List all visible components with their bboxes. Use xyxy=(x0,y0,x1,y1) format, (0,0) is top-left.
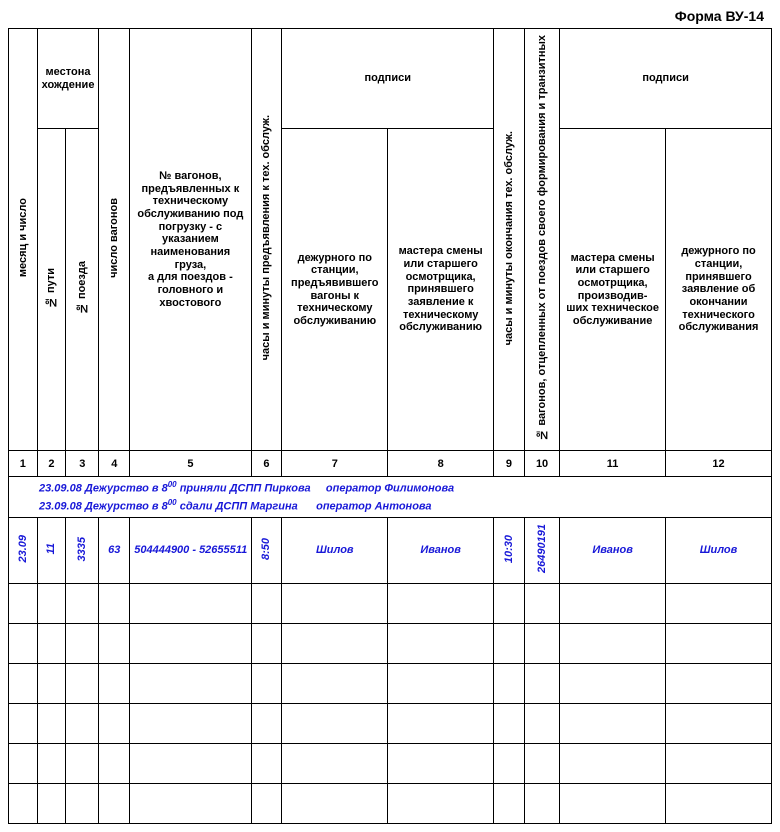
colnum: 5 xyxy=(130,451,251,477)
colnum: 2 xyxy=(37,451,66,477)
cell-c2: 11 xyxy=(37,518,66,584)
col4-header: число вагонов xyxy=(99,29,130,451)
form-table: месяц и число местона хождение число ваг… xyxy=(8,28,772,824)
cell-c11: Иванов xyxy=(560,518,666,584)
col3-header: № поезда xyxy=(66,129,99,451)
col5-header: № вагонов, предъявленных к техническому … xyxy=(130,29,251,451)
colnum: 4 xyxy=(99,451,130,477)
cell-c8: Иванов xyxy=(388,518,494,584)
form-title: Форма ВУ-14 xyxy=(8,8,772,24)
group-location-header: местона хождение xyxy=(37,29,99,129)
cell-c5: 504444900 - 52655511 xyxy=(130,518,251,584)
colnum: 1 xyxy=(9,451,38,477)
cell-c3: 3335 xyxy=(66,518,99,584)
colnum: 3 xyxy=(66,451,99,477)
cell-c10: 26490191 xyxy=(524,518,559,584)
col11-header: мастера смены или старшего осмотрщика, п… xyxy=(560,129,666,451)
colnum: 11 xyxy=(560,451,666,477)
col1-header: месяц и число xyxy=(9,29,38,451)
cell-c9: 10:30 xyxy=(494,518,525,584)
col7-header: дежурного по станции, предъявившего ваго… xyxy=(282,129,388,451)
colnum: 7 xyxy=(282,451,388,477)
col8-header: мастера смены или старшего осмотрщика, п… xyxy=(388,129,494,451)
col2-header: № пути xyxy=(37,129,66,451)
group-sign2-header: подписи xyxy=(560,29,772,129)
colnum: 6 xyxy=(251,451,282,477)
group-sign1-header: подписи xyxy=(282,29,494,129)
colnum: 8 xyxy=(388,451,494,477)
cell-c12: Шилов xyxy=(666,518,772,584)
col9-header: часы и минуты окончания тех. обслуж. xyxy=(494,29,525,451)
cell-c7: Шилов xyxy=(282,518,388,584)
duty-note: 23.09.08 Дежурство в 800 приняли ДСПП Пи… xyxy=(9,477,772,518)
col10-header: № вагонов, отцепленных от поездов своего… xyxy=(524,29,559,451)
colnum: 9 xyxy=(494,451,525,477)
cell-c6: 8:50 xyxy=(251,518,282,584)
col6-header: часы и минуты предъявления к тех. обслуж… xyxy=(251,29,282,451)
cell-c1: 23.09 xyxy=(9,518,38,584)
colnum: 10 xyxy=(524,451,559,477)
colnum: 12 xyxy=(666,451,772,477)
cell-c4: 63 xyxy=(99,518,130,584)
col12-header: дежурного по станции, принявшего заявлен… xyxy=(666,129,772,451)
